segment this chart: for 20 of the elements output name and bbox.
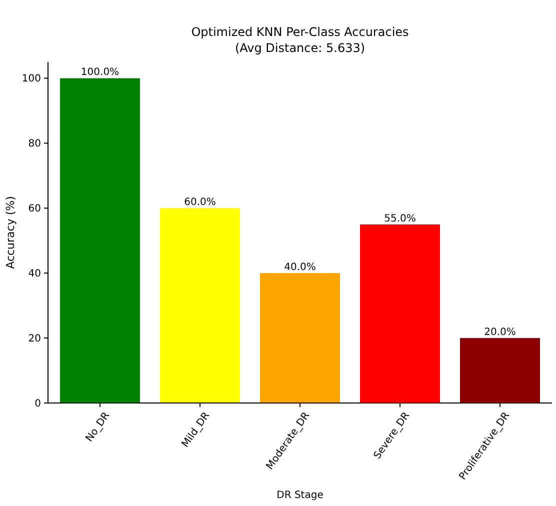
y-tick-label: 80 [28, 138, 41, 150]
bar [460, 338, 540, 403]
chart-title: Optimized KNN Per-Class Accuracies [191, 25, 409, 39]
data-label: 55.0% [384, 213, 416, 224]
y-axis-title: Accuracy (%) [4, 196, 17, 269]
y-tick-label: 100 [22, 74, 41, 85]
data-label: 100.0% [80, 67, 120, 78]
chart-subtitle: (Avg Distance: 5.633) [234, 41, 366, 55]
data-label: 60.0% [184, 197, 216, 208]
bar [60, 78, 140, 403]
y-tick-label: 0 [34, 398, 41, 410]
x-axis-title: DR Stage [276, 490, 324, 501]
y-tick-label: 60 [28, 204, 41, 215]
y-tick-label: 20 [28, 334, 41, 345]
bar [360, 224, 440, 403]
data-label: 20.0% [484, 327, 516, 338]
y-tick-label: 40 [28, 268, 41, 280]
data-label: 40.0% [284, 262, 316, 274]
bar [160, 208, 240, 403]
bar [260, 273, 340, 403]
